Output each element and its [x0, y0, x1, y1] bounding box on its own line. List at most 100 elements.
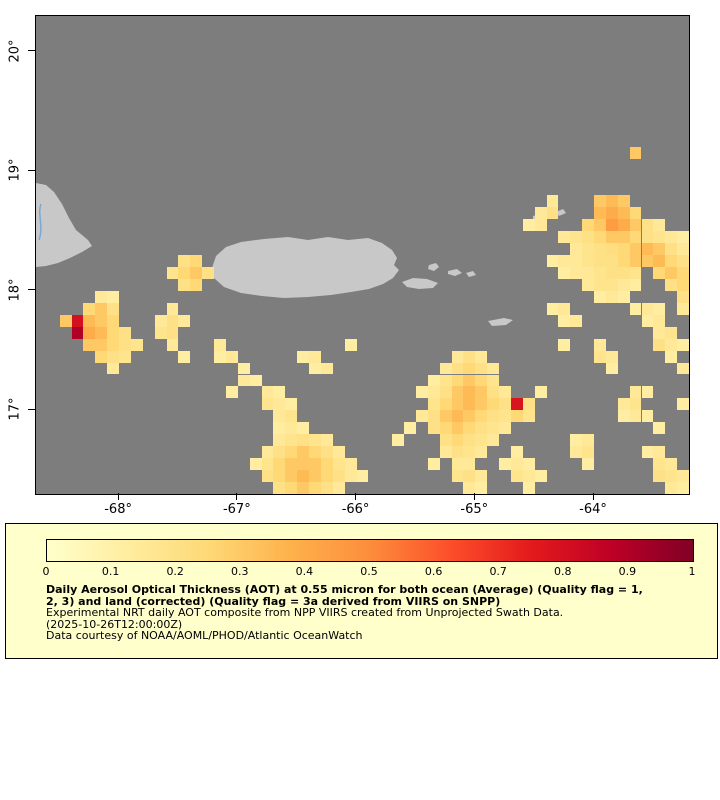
colorbar-tick-label: 0.5 — [360, 565, 378, 578]
aot-cell — [285, 470, 298, 483]
aot-cell — [677, 266, 689, 279]
aot-cell — [95, 302, 108, 315]
aot-cell — [475, 470, 488, 483]
aot-cell — [522, 219, 535, 232]
aot-cell — [273, 470, 286, 483]
aot-cell — [225, 350, 238, 363]
aot-cell — [534, 207, 547, 220]
aot-cell — [166, 314, 179, 327]
aot-cell — [582, 458, 594, 471]
aot-cell — [356, 470, 369, 483]
aot-cell — [463, 458, 476, 471]
aot-cell — [629, 398, 642, 411]
aot-cell — [107, 338, 120, 351]
aot-cell — [320, 458, 333, 471]
aot-cell — [309, 458, 321, 471]
puerto-rico-landmass — [212, 237, 399, 298]
aot-cell — [665, 338, 678, 351]
virgin-gorda-island — [556, 209, 566, 216]
aot-cell — [617, 243, 630, 255]
aot-cell — [677, 302, 689, 315]
x-axis-tick — [473, 493, 475, 500]
aot-cell — [309, 362, 321, 375]
aot-cell — [225, 386, 238, 399]
aot-cell — [249, 374, 262, 387]
legend-caption: Daily Aerosol Optical Thickness (AOT) at… — [46, 584, 705, 642]
aot-cell — [582, 434, 594, 447]
aot-cell — [641, 386, 654, 399]
aot-cell — [605, 243, 618, 255]
aot-cell — [119, 350, 131, 363]
aot-cell — [261, 446, 274, 459]
aot-cell — [285, 422, 298, 435]
aot-cell — [617, 290, 630, 303]
aot-cell — [178, 255, 191, 267]
aot-cell — [617, 278, 630, 291]
aot-cell — [522, 398, 535, 411]
x-axis-tick — [117, 493, 119, 500]
aot-cell — [463, 482, 476, 494]
aot-cell — [95, 326, 108, 339]
aot-cell — [439, 374, 452, 387]
aot-cell — [95, 338, 108, 351]
culebra-island — [428, 263, 439, 271]
aot-cell — [534, 470, 547, 483]
aot-cell — [451, 422, 464, 435]
aot-cell — [487, 434, 500, 447]
y-tick-label: 20° — [7, 39, 23, 63]
aot-cell — [166, 302, 179, 315]
aot-cell — [332, 446, 345, 459]
aot-cell — [427, 458, 440, 471]
aot-cell — [451, 470, 464, 483]
aot-cell — [261, 386, 274, 399]
aot-cell — [594, 266, 606, 279]
aot-cell — [463, 398, 476, 411]
aot-cell — [451, 398, 464, 411]
aot-cell — [463, 374, 476, 387]
aot-cell — [582, 266, 594, 279]
aot-cell — [594, 243, 606, 255]
aot-cell — [629, 255, 642, 267]
aot-cell — [344, 458, 357, 471]
aot-cell — [629, 386, 642, 399]
aot-cell — [641, 243, 654, 255]
aot-cell — [665, 470, 678, 483]
aot-cell — [499, 422, 511, 435]
aot-cell — [273, 458, 286, 471]
aot-cell — [202, 266, 215, 279]
aot-cell — [119, 338, 131, 351]
aot-cell — [83, 314, 96, 327]
aot-cell — [83, 338, 96, 351]
aot-cell — [309, 434, 321, 447]
aot-cell — [534, 219, 547, 232]
aot-cell — [570, 266, 583, 279]
aot-cell — [665, 326, 678, 339]
aot-cell — [677, 338, 689, 351]
aot-cell — [309, 446, 321, 459]
y-tick-label: 17° — [7, 397, 23, 421]
aot-cell — [415, 410, 428, 423]
aot-cell — [178, 314, 191, 327]
aot-cell — [475, 362, 488, 375]
aot-cell — [558, 338, 571, 351]
aot-cell — [344, 338, 357, 351]
aot-cell — [499, 398, 511, 411]
aot-cell — [475, 374, 488, 387]
aot-cell — [546, 302, 559, 315]
legend-panel: 0 0.1 0.2 0.3 0.4 0.5 0.6 0.7 0.8 0.9 1 Daily Aero… — [5, 523, 718, 659]
aot-cell — [475, 434, 488, 447]
vieques-island — [402, 278, 438, 289]
aot-cell — [309, 482, 321, 494]
aot-cell — [285, 446, 298, 459]
aot-cell — [665, 266, 678, 279]
aot-cell — [522, 410, 535, 423]
aot-cell — [487, 374, 500, 387]
aot-cell — [273, 482, 286, 494]
aot-cell — [594, 231, 606, 244]
aot-cell — [475, 410, 488, 423]
aot-cell — [332, 470, 345, 483]
aot-cell — [214, 338, 226, 351]
aot-cell — [510, 410, 523, 423]
aot-cell — [320, 482, 333, 494]
aot-cell — [629, 278, 642, 291]
